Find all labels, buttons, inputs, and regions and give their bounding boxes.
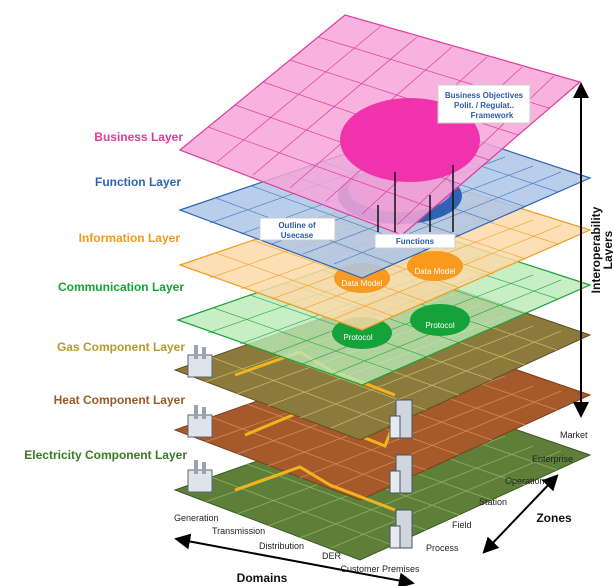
domain-generation: Generation	[174, 513, 219, 523]
callout-outline-2: Usecase	[281, 231, 314, 240]
zones-axis	[482, 474, 559, 554]
domain-transmission: Transmission	[212, 526, 265, 536]
zone-operation: Operation	[505, 476, 545, 486]
function-links	[377, 165, 454, 232]
zone-process: Process	[426, 543, 459, 553]
callout-outline-1: Outline of	[278, 221, 316, 230]
layer-label-electricity: Electricity Component Layer	[24, 448, 187, 462]
callout-business-objectives-3: Framework	[471, 111, 514, 120]
layer-label-heat: Heat Component Layer	[54, 393, 186, 407]
functions-callout: Functions	[374, 233, 456, 249]
outline-usecase-callout: Outline of Usecase	[259, 217, 336, 241]
data-model-label-2: Data Model	[415, 267, 456, 276]
protocol-label-1: Protocol	[343, 333, 373, 342]
domains-axis	[174, 533, 415, 586]
domains-title: Domains	[237, 571, 288, 585]
interoperability-title-1: Interoperability	[589, 206, 603, 293]
business-objectives-callout: Business Objectives Polit. / Regulat.. F…	[437, 84, 531, 124]
data-model-label-1: Data Model	[342, 279, 383, 288]
layer-label-function: Function Layer	[95, 175, 181, 189]
layer-label-communication: Communication Layer	[58, 280, 184, 294]
zone-field: Field	[452, 520, 472, 530]
zones-title: Zones	[536, 511, 572, 525]
zone-station: Station	[479, 497, 507, 507]
layer-label-business: Business Layer	[94, 130, 183, 144]
layer-label-information: Information Layer	[79, 231, 181, 245]
interoperability-title: Interoperability Layers	[589, 206, 613, 293]
callout-functions: Functions	[396, 237, 435, 246]
layer-label-gas: Gas Component Layer	[57, 340, 185, 354]
callout-business-objectives-1: Business Objectives	[445, 91, 524, 100]
zone-market: Market	[560, 430, 588, 440]
callout-business-objectives-2: Polit. / Regulat..	[454, 101, 514, 110]
zone-enterprise: Enterprise	[532, 454, 573, 464]
domain-distribution: Distribution	[259, 541, 304, 551]
protocol-label-2: Protocol	[425, 321, 455, 330]
interoperability-title-2: Layers	[601, 230, 613, 269]
domain-der: DER	[322, 551, 342, 561]
